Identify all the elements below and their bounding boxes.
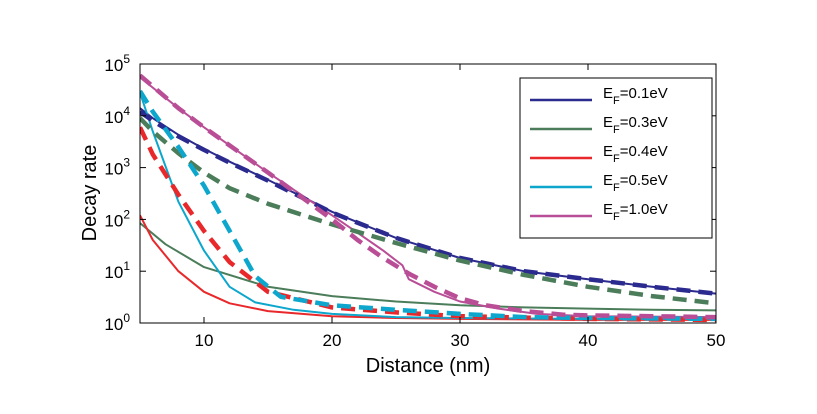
- x-tick-label: 10: [195, 331, 214, 350]
- legend-label-1: EF=0.1eV: [603, 85, 668, 107]
- y-tick-label: 100: [104, 311, 130, 334]
- x-tick-label: 50: [707, 331, 726, 350]
- plot-frame: [139, 63, 717, 324]
- series-line-dashed-1: [140, 109, 716, 296]
- series-line-solid-2: [140, 222, 716, 312]
- y-tick-label: 104: [104, 104, 130, 127]
- legend-label-3: EF=0.4eV: [603, 143, 668, 165]
- x-tick-label: 30: [451, 331, 470, 350]
- x-axis-label: Distance (nm): [366, 355, 490, 377]
- y-tick-label: 103: [104, 156, 130, 179]
- y-tick-label: 102: [104, 207, 130, 230]
- series-line-dashed-5: [140, 73, 716, 320]
- y-tick-label: 101: [104, 259, 130, 282]
- legend-label-2: EF=0.3eV: [603, 114, 668, 136]
- axis-ticks: 10 20 30 40 50 100 101 102 103 104 105: [104, 52, 725, 350]
- legend-label-5: EF=1.0eV: [603, 201, 668, 223]
- y-axis-label: Decay rate: [79, 145, 101, 242]
- x-tick-label: 40: [579, 331, 598, 350]
- legend: EF=0.1eV EF=0.3eV EF=0.4eV EF=0.5eV EF=1.0eV: [519, 77, 713, 239]
- x-tick-label: 20: [323, 331, 342, 350]
- series-line-dashed-2: [140, 116, 716, 306]
- y-tick-label: 105: [104, 52, 130, 75]
- legend-label-4: EF=0.5eV: [603, 172, 668, 194]
- series-line-dashed-4: [140, 89, 716, 322]
- series-line-solid-5: [140, 76, 716, 319]
- plot-lines: [140, 73, 716, 323]
